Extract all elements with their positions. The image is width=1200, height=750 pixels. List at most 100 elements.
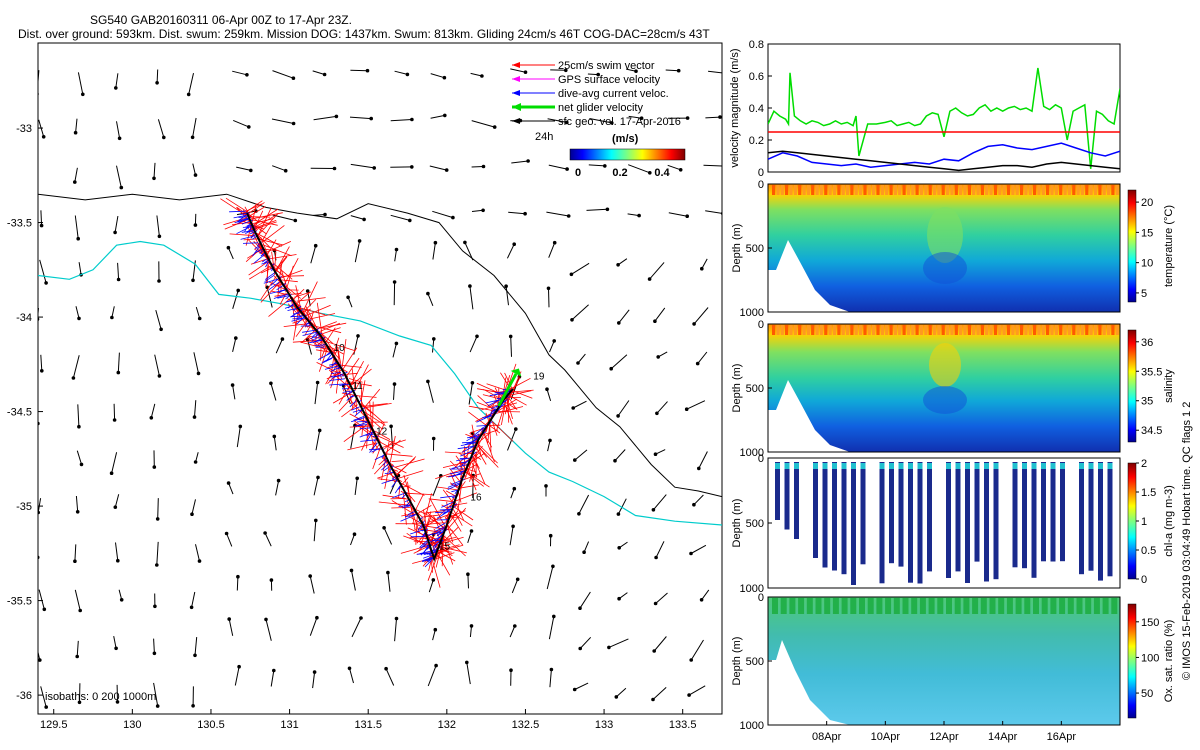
temperature-surface-sample [993,185,998,195]
field-arrow [697,351,708,364]
chla-surface-sample [927,463,932,469]
field-arrow-head [119,598,124,602]
swim-vector [301,299,317,314]
field-arrow [116,165,122,188]
temperature-surface-sample [863,185,867,195]
field-arrow-head [280,337,285,341]
dac-vector [241,230,255,233]
field-arrow-head [492,125,497,129]
field-arrow [75,306,80,319]
oxygen-colorbar [1127,603,1137,719]
legend-label-sfc: sfc geo. vel. 17-Apr-2016 [558,116,681,128]
chla-surface-sample [794,463,799,469]
field-arrow-head [79,462,84,467]
dac-vector [467,436,478,439]
legend-arrowhead-dac [512,90,520,96]
map-ytick-label: -34.5 [7,407,32,419]
dac-vector [449,470,465,475]
field-arrow [467,530,472,544]
field-arrow [116,121,121,139]
swim-vector [377,471,395,479]
field-arrow [38,307,39,320]
swim-vector [385,441,390,458]
swim-vector [277,282,280,298]
temperature-surface-sample [1054,185,1058,195]
field-arrow-head [283,168,288,173]
salinity-surface-sample [867,325,871,335]
field-arrow [427,293,434,306]
field-arrow [40,354,43,371]
field-arrow [74,215,79,239]
salinity-surface-sample [885,325,889,335]
salinity-surface-sample [824,325,828,335]
field-arrow-head [312,670,317,674]
field-arrow [394,249,397,262]
field-arrow [236,166,251,171]
salinity-surface-sample [967,325,971,335]
temperature-surface-sample [972,185,976,195]
dac-vector [365,434,374,436]
swim-vector [316,349,333,353]
field-arrow [705,116,721,119]
salinity-surface-sample [1059,325,1063,335]
swim-vector [436,536,464,546]
swim-vector [468,411,487,426]
field-arrow-head [71,376,76,380]
salinity-surface-sample [1115,325,1119,335]
temperature-surface-sample [850,185,854,195]
chla-profile [1041,462,1046,562]
oxygen-surface-sample [954,598,961,614]
field-arrow [354,240,361,263]
oxygen-samples [772,598,1118,614]
field-arrow-head [190,135,195,140]
field-arrow-head [386,570,390,575]
dac-vector [265,261,270,268]
field-arrow [155,309,162,330]
oxygen-surface-sample [919,598,926,614]
cbar-tick-label: 10 [1141,258,1153,270]
swim-vector [384,464,390,489]
map-xtick-label: 133.5 [669,719,697,731]
swim-vector [442,537,457,541]
salinity-surface-sample [1107,325,1111,335]
field-arrow-head [687,693,691,697]
legend-label-swim: 25cm/s swim vector [558,60,655,72]
field-arrow [548,616,555,640]
field-arrow-head [695,361,700,366]
swim-vector [253,224,265,230]
chla-surface-sample [1060,463,1065,469]
salinity-surface-sample [919,325,924,335]
salinity-surface-sample [789,325,793,335]
oxygen-surface-sample [1067,598,1074,614]
field-arrow-head [564,68,568,73]
swim-vector [260,280,281,303]
swim-vector [364,403,392,409]
field-arrow-head [513,624,517,628]
swim-vector [305,313,336,321]
temperature-warm-feature [927,207,963,263]
dac-vector [273,293,290,299]
field-arrow-head [81,92,85,97]
chla-profile [1107,462,1113,577]
field-arrow [194,400,197,418]
chla-profile [1079,462,1084,575]
field-arrow [509,625,516,638]
temperature-surface-sample [893,185,897,195]
field-arrow [610,354,628,370]
map-xtick-label: 133 [595,719,613,731]
temperature-surface-sample [846,185,850,195]
swim-vector [320,335,322,361]
field-arrow [628,164,650,174]
field-arrow-head [362,217,366,222]
swim-vector [471,424,476,443]
field-arrow [708,70,722,74]
field-arrow-head [272,668,276,673]
field-arrow-head [308,574,313,578]
swim-vector [254,232,282,247]
dac-vector [451,489,459,493]
swim-vector [277,269,303,280]
swim-vector [449,472,458,488]
temperature-surface-sample [859,185,863,195]
field-arrow-head [157,279,161,283]
map-ytick-label: -36 [16,690,32,702]
